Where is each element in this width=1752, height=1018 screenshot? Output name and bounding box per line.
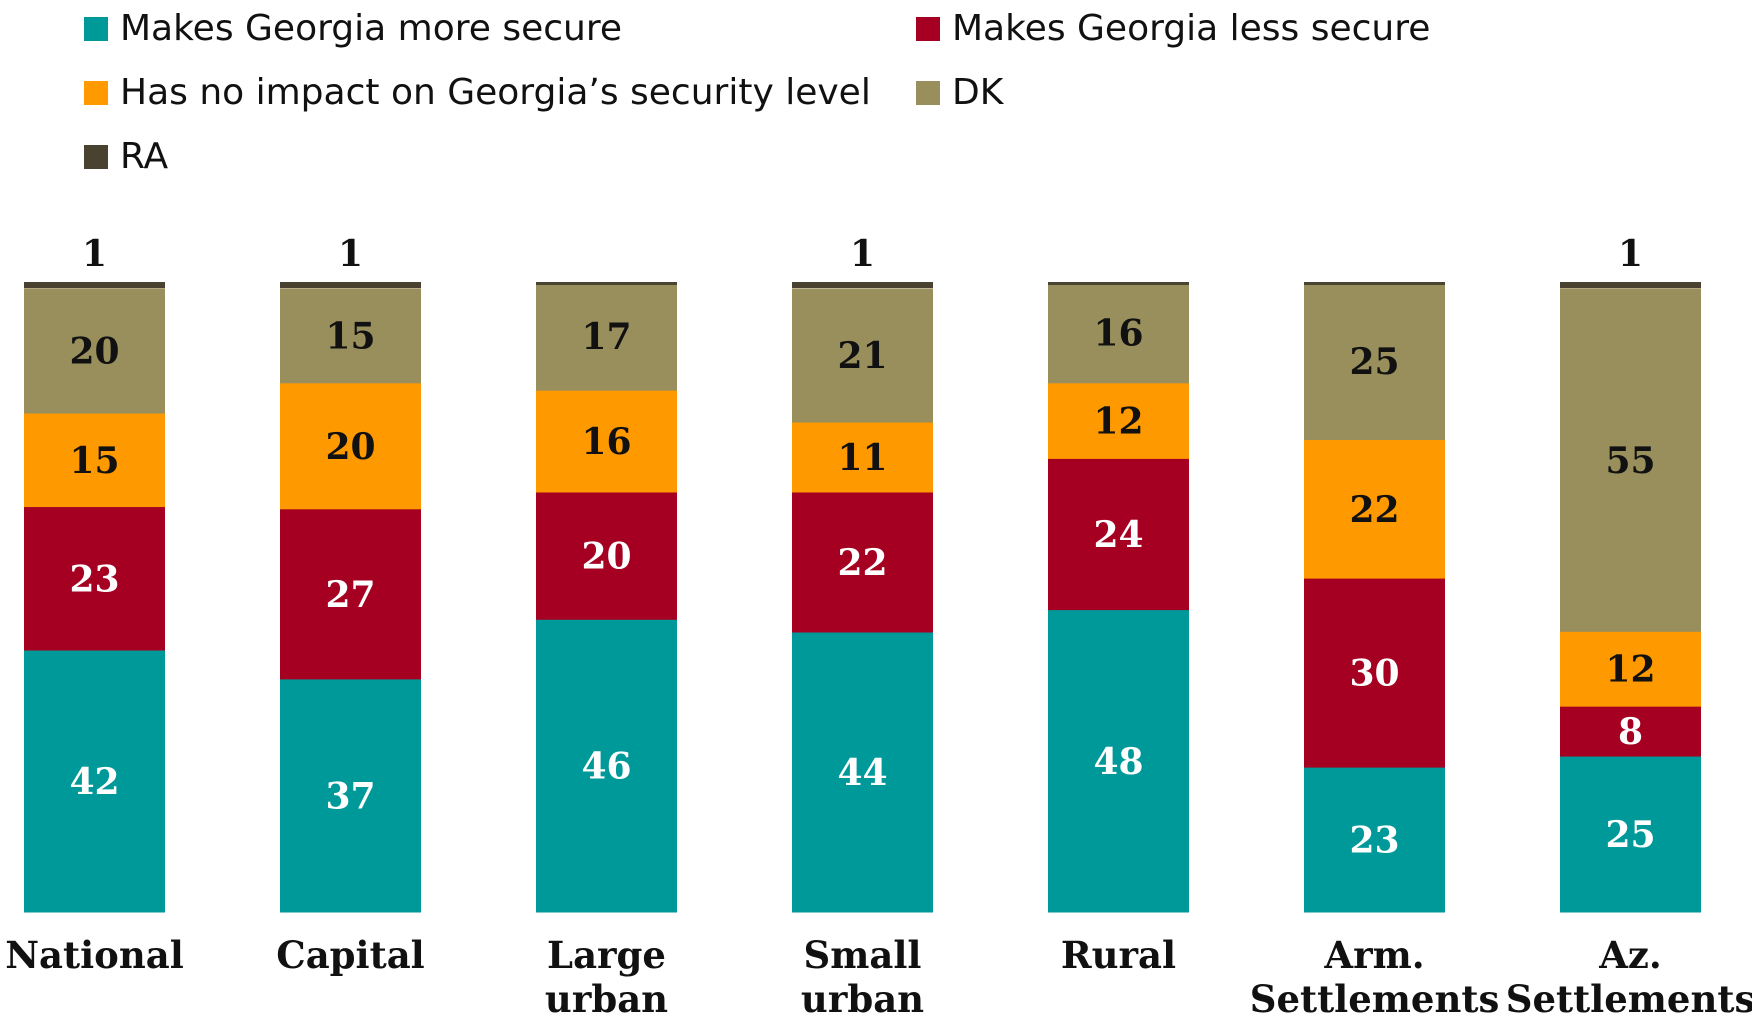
bar-segment: [280, 678, 421, 913]
bar-segment-ra: [1304, 282, 1445, 285]
category-label: Settlements: [1506, 977, 1752, 1018]
data-label: 42: [69, 761, 119, 803]
bar-segment: [536, 390, 677, 493]
legend-label: RA: [120, 136, 169, 177]
bar-segment-ra: [24, 282, 165, 288]
category-label: Az.: [1598, 933, 1662, 977]
data-label: 15: [325, 316, 375, 358]
category-label: National: [5, 933, 184, 977]
bar-segment: [536, 619, 677, 913]
bar-segment: [1304, 578, 1445, 768]
bar-segment: [792, 422, 933, 493]
legend-item: Makes Georgia less secure: [916, 8, 1430, 49]
legend-swatch: [916, 16, 940, 41]
data-label: 8: [1618, 711, 1643, 753]
data-label: 16: [1093, 312, 1143, 354]
chart-legend: Makes Georgia more secure Makes Georgia l…: [0, 0, 1752, 180]
data-label: 16: [581, 421, 631, 463]
data-label: 25: [1605, 814, 1655, 856]
data-label: 21: [837, 335, 887, 377]
bar-segment: [280, 508, 421, 680]
data-label: 11: [837, 437, 887, 479]
data-label: 23: [1349, 820, 1399, 862]
legend-item: DK: [916, 72, 1003, 113]
data-label: 20: [325, 426, 375, 468]
bar-segment: [1304, 282, 1445, 440]
data-label: 22: [1349, 489, 1399, 531]
bar-segment: [792, 632, 933, 913]
bar-segment: [1048, 458, 1189, 611]
legend-label: DK: [952, 72, 1004, 113]
data-label: 17: [581, 316, 631, 358]
data-label: 15: [69, 440, 119, 482]
bar-segment: [1048, 382, 1189, 459]
bar-segment: [1048, 609, 1189, 913]
bar-segment: [1560, 706, 1701, 757]
bar-segment: [1560, 631, 1701, 707]
category-label: Capital: [276, 933, 424, 977]
category-label: urban: [801, 977, 924, 1018]
bar-segment: [280, 382, 421, 510]
data-label: 1: [1618, 233, 1643, 275]
data-label: 1: [338, 233, 363, 275]
bar-segment-ra: [280, 282, 421, 288]
category-label: Arm.: [1323, 933, 1424, 977]
data-label: 55: [1605, 440, 1655, 482]
category-label: Small: [804, 933, 922, 977]
category-label: Rural: [1061, 933, 1176, 977]
data-label: 20: [69, 331, 119, 373]
bar-segment: [1048, 282, 1189, 384]
data-label: 24: [1093, 514, 1143, 556]
bar-segment: [1560, 756, 1701, 913]
data-label: 1: [82, 233, 107, 275]
legend-item: RA: [84, 136, 168, 177]
legend-swatch: [84, 144, 108, 169]
category-label: Large: [547, 933, 666, 977]
bar-segment-ra: [792, 282, 933, 288]
bar-segment: [24, 288, 165, 414]
data-label: 44: [837, 752, 887, 794]
data-label: 30: [1349, 653, 1399, 695]
legend-swatch: [916, 80, 940, 105]
bar-segment: [792, 288, 933, 423]
legend-item: Has no impact on Georgia’s security leve…: [84, 72, 871, 113]
data-label: 27: [325, 574, 375, 616]
legend-swatch: [84, 16, 108, 41]
bar-segment: [792, 492, 933, 633]
bar-segment: [280, 288, 421, 384]
bar-segment: [24, 650, 165, 913]
data-label: 12: [1605, 649, 1655, 691]
data-label: 22: [837, 542, 887, 584]
legend-swatch: [84, 80, 108, 105]
bar-segment-ra: [536, 282, 677, 285]
legend-label: Has no impact on Georgia’s security leve…: [120, 72, 871, 113]
data-label: 12: [1093, 401, 1143, 443]
data-label: 20: [581, 536, 631, 578]
bar-segment: [24, 506, 165, 651]
bar-segment-ra: [1048, 282, 1189, 285]
data-label: 25: [1349, 341, 1399, 383]
data-label: 48: [1093, 741, 1143, 783]
bar-segment: [1560, 288, 1701, 632]
legend-item: Makes Georgia more secure: [84, 8, 622, 49]
bar-segment: [1304, 767, 1445, 913]
category-label: Settlements: [1250, 977, 1500, 1018]
bar-segment: [24, 412, 165, 508]
data-label: 23: [69, 558, 119, 600]
bar-segment: [1304, 439, 1445, 579]
bar-segment-ra: [1560, 282, 1701, 288]
bar-segment: [536, 282, 677, 391]
data-label: 37: [325, 775, 375, 817]
legend-label: Makes Georgia less secure: [952, 8, 1431, 49]
data-label: 1: [850, 233, 875, 275]
legend-label: Makes Georgia more secure: [120, 8, 622, 49]
bar-segment: [536, 492, 677, 620]
data-label: 46: [581, 746, 631, 788]
category-label: urban: [545, 977, 668, 1018]
